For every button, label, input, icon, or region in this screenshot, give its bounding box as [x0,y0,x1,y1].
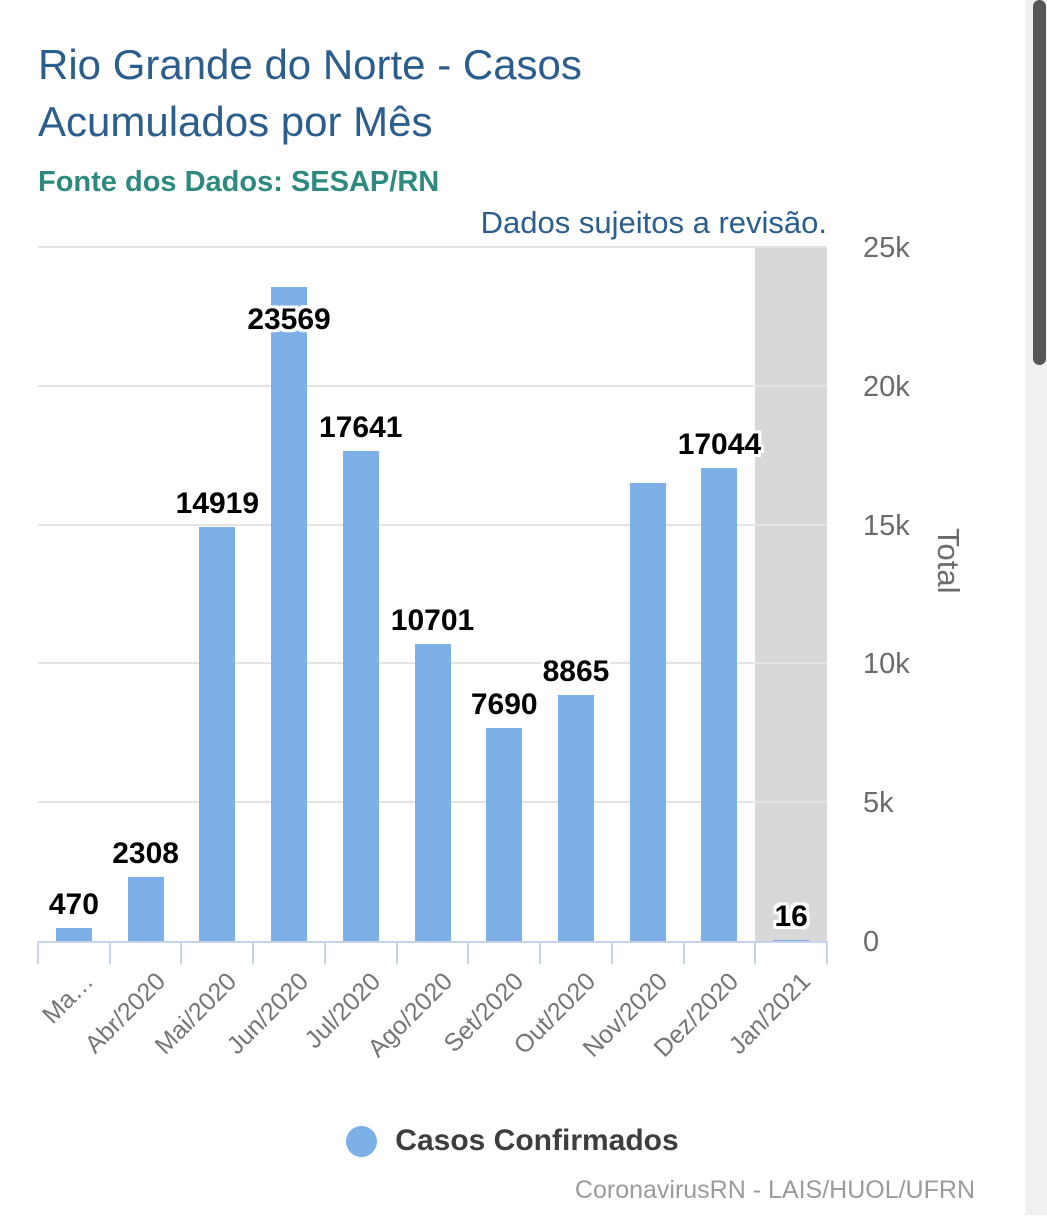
y-tick-label: 20k [863,370,910,403]
bar-value-label: 470 [48,888,99,921]
x-tick-label: Jul/2020 [299,967,386,1054]
chart-title: Rio Grande do Norte - Casos Acumulados p… [38,41,582,145]
x-axis-tick [180,942,183,964]
x-tick-label: Jan/2021 [723,967,817,1060]
y-tick-label: 0 [863,926,880,958]
x-axis-tick [826,942,828,964]
x-tick-label: Ago/2020 [362,967,458,1063]
gridline [38,384,827,387]
data-source-label: Fonte dos Dados: SESAP/RN [38,166,440,198]
bar[interactable] [342,451,379,941]
bar[interactable] [773,940,810,941]
bar[interactable] [629,483,666,941]
bar-value-label: 14919 [175,487,260,520]
credit-text: CoronavirusRN - LAIS/HUOL/UFRN [574,1176,975,1204]
bar[interactable] [557,695,594,941]
legend-marker-circle [346,1125,378,1157]
bar-value-label: 10701 [390,604,475,637]
y-tick-label: 15k [863,509,910,542]
y-axis-title: Total [931,528,966,594]
x-axis-tick [37,942,39,964]
x-axis-tick [108,942,111,964]
bar[interactable] [414,644,451,941]
bar[interactable] [701,468,738,941]
bar[interactable] [271,287,308,941]
x-tick-label: Dez/2020 [649,967,745,1063]
bar-value-label: 2308 [112,837,179,870]
x-axis-tick [395,942,398,964]
bar[interactable] [199,527,236,941]
x-axis-tick [323,942,326,964]
bar-value-label: 8865 [542,655,610,688]
legend-label: Casos Confirmados [395,1124,679,1157]
bar-value-label: 7690 [470,688,538,721]
x-tick-label: Jun/2020 [221,967,315,1060]
x-tick-label: Nov/2020 [577,967,673,1063]
x-axis-tick [539,942,542,964]
gridline [38,246,827,248]
x-axis-tick [252,942,255,964]
x-tick-label: Abr/2020 [79,967,171,1059]
scrollbar-track[interactable] [1025,0,1047,1215]
x-axis-tick [754,942,757,964]
bar[interactable] [486,728,523,941]
x-tick-label: Mai/2020 [149,967,243,1060]
scrollbar-thumb[interactable] [1033,0,1046,365]
forecast-highlight-band [755,247,827,941]
bar[interactable] [127,877,164,941]
bar-value-label: 17044 [677,428,762,461]
x-axis-tick [467,942,470,964]
gridline [38,523,827,526]
x-tick-label: Out/2020 [508,967,602,1060]
legend[interactable]: Casos Confirmados [0,1122,1025,1160]
bar[interactable] [55,928,92,941]
x-axis-line [38,941,828,943]
y-tick-label: 25k [863,232,910,264]
revision-note: Dados sujeitos a revisão. [480,205,827,240]
x-axis-tick [610,942,613,964]
y-tick-label: 10k [863,648,910,681]
bar-value-label: 17641 [319,411,403,444]
bar-value-label: 23569 [247,303,331,336]
x-tick-label: Set/2020 [438,967,530,1058]
bar-value-label: 16 [774,900,808,933]
y-tick-label: 5k [863,787,894,820]
x-axis-tick [682,942,685,964]
